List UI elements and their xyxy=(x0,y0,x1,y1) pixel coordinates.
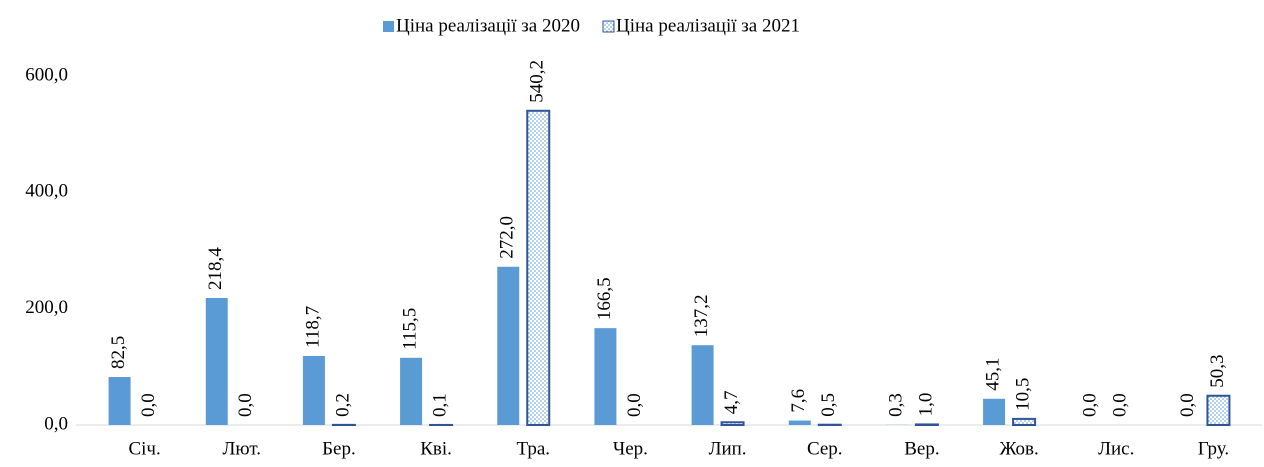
x-tick-label: Тра. xyxy=(516,438,550,459)
x-tick-label: Сер. xyxy=(807,438,843,459)
data-label: 166,5 xyxy=(594,277,615,320)
data-label: 50,3 xyxy=(1207,354,1228,387)
data-label: 540,2 xyxy=(527,60,548,103)
data-label: 218,4 xyxy=(205,247,226,290)
y-tick-label: 400,0 xyxy=(25,181,68,202)
data-label: 118,7 xyxy=(302,306,323,348)
data-label: 0,3 xyxy=(885,393,906,417)
x-tick-label: Вер. xyxy=(904,438,939,459)
y-tick-label: 600,0 xyxy=(25,64,68,85)
bar xyxy=(1206,394,1231,426)
data-label: 0,5 xyxy=(818,393,839,417)
bar xyxy=(400,357,423,425)
bar xyxy=(720,421,745,427)
bar xyxy=(983,398,1006,425)
y-tick-label: 0,0 xyxy=(44,413,68,434)
data-label: 0,0 xyxy=(1177,393,1198,417)
bar xyxy=(914,423,939,427)
data-label: 4,7 xyxy=(721,391,742,415)
data-label: 0,0 xyxy=(138,393,159,417)
bar xyxy=(1012,417,1037,426)
bar xyxy=(205,297,228,425)
data-label: 115,5 xyxy=(399,308,420,350)
bar xyxy=(594,328,617,425)
bar xyxy=(302,355,325,425)
data-label: 137,2 xyxy=(691,294,712,337)
x-tick-label: Гру. xyxy=(1198,438,1229,459)
data-label: 7,6 xyxy=(788,389,809,413)
data-label: 0,0 xyxy=(235,393,256,417)
x-tick-label: Лип. xyxy=(709,438,747,459)
y-tick-label: 200,0 xyxy=(25,297,68,318)
data-label: 0,0 xyxy=(1110,393,1131,417)
bar xyxy=(788,420,811,425)
x-tick-label: Січ. xyxy=(128,438,160,459)
x-tick-label: Лют. xyxy=(223,438,261,459)
x-tick-label: Бер. xyxy=(322,438,356,459)
bar xyxy=(526,109,551,427)
data-label: 0,0 xyxy=(1080,393,1101,417)
x-tick-label: Лис. xyxy=(1098,438,1134,459)
x-tick-label: Жов. xyxy=(999,438,1038,459)
x-tick-label: Кві. xyxy=(420,438,452,459)
bar xyxy=(497,266,520,425)
bar xyxy=(691,345,714,425)
bar xyxy=(108,377,131,425)
legend-label: Ціна реалізації за 2021 xyxy=(616,15,800,36)
data-label: 272,0 xyxy=(497,216,518,259)
data-label: 82,5 xyxy=(108,336,129,369)
data-label: 0,0 xyxy=(624,393,645,417)
data-label: 0,1 xyxy=(429,393,450,417)
legend-label: Ціна реалізації за 2020 xyxy=(396,15,580,36)
legend-swatch xyxy=(602,20,615,33)
data-label: 45,1 xyxy=(982,358,1003,391)
data-label: 1,0 xyxy=(915,393,936,417)
legend-swatch xyxy=(383,21,394,32)
data-label: 0,2 xyxy=(332,393,353,417)
x-tick-label: Чер. xyxy=(613,438,648,459)
data-label: 10,5 xyxy=(1012,378,1033,411)
